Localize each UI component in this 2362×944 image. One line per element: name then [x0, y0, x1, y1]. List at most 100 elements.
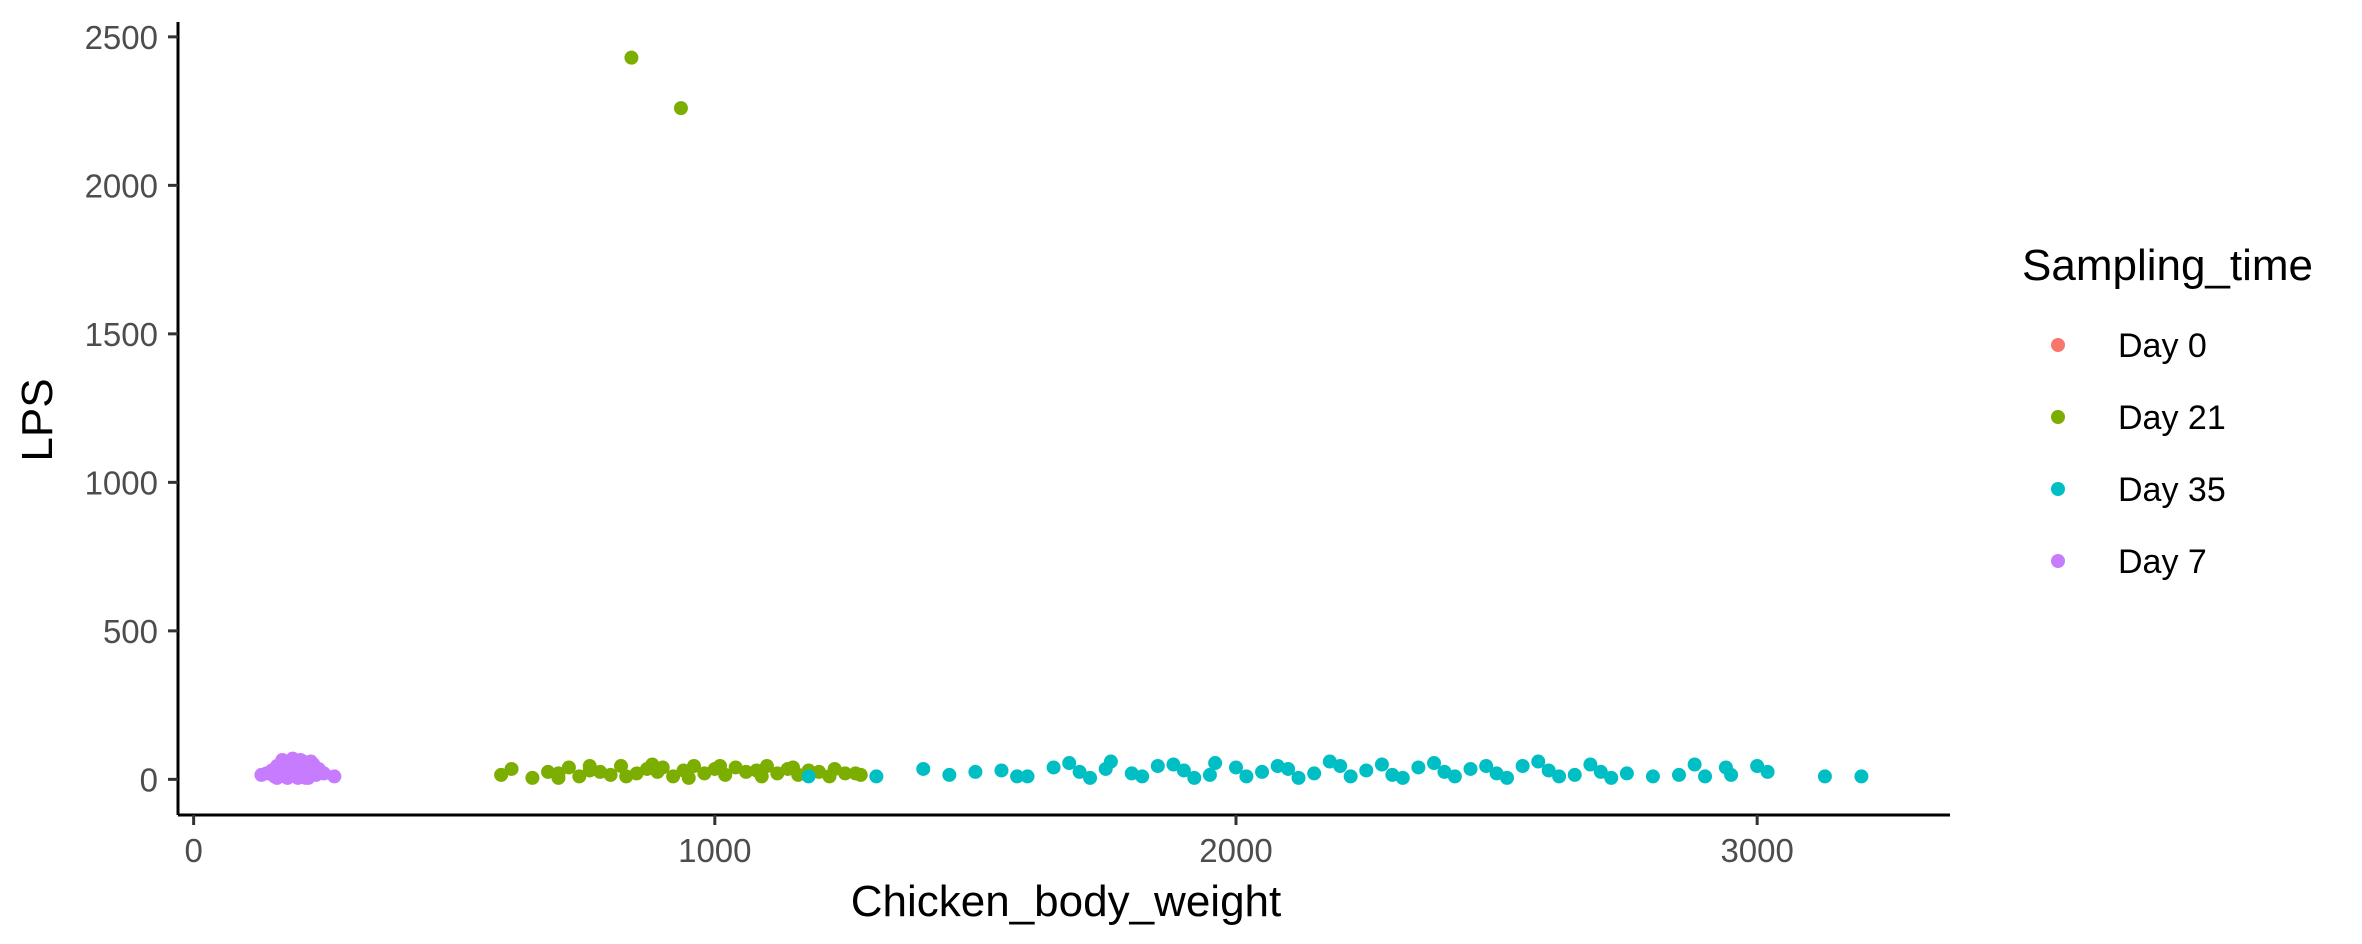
- point-day-35: [1374, 757, 1389, 772]
- legend-label-day-21: Day 21: [2118, 399, 2226, 437]
- point-day-21: [494, 767, 509, 782]
- point-day-35: [994, 763, 1009, 778]
- axes: [176, 22, 1950, 817]
- legend-label-day-0: Day 0: [2118, 327, 2207, 365]
- point-day-21: [582, 758, 597, 773]
- point-day-35: [1083, 770, 1098, 785]
- x-tick-label: 1000: [678, 832, 751, 869]
- point-day-21: [525, 770, 540, 785]
- x-ticks: 0 1000 2000 3000: [184, 815, 1794, 869]
- point-day-21: [848, 766, 863, 781]
- legend-items: Day 0 Day 21 Day 35 Day 7: [2051, 327, 2226, 581]
- point-day-35: [1593, 764, 1608, 779]
- point-day-35: [1208, 756, 1223, 771]
- legend-key-day-7: [2051, 554, 2065, 568]
- point-day-35: [942, 767, 957, 782]
- point-day-35: [1291, 770, 1306, 785]
- point-day-21: [686, 758, 701, 773]
- point-day-35: [1176, 763, 1191, 778]
- x-tick-label: 0: [184, 832, 202, 869]
- point-day-35: [1750, 758, 1765, 773]
- point-day-21: [614, 758, 628, 773]
- point-day-21: [624, 50, 639, 65]
- point-day-7: [277, 769, 292, 784]
- point-day-35: [1411, 760, 1426, 775]
- point-day-35: [1010, 769, 1025, 784]
- point-day-35: [1463, 761, 1478, 776]
- legend-key-day-21: [2051, 410, 2065, 424]
- point-day-35: [1228, 760, 1243, 775]
- y-tick-label: 500: [103, 613, 158, 650]
- point-day-35: [1645, 769, 1660, 784]
- point-day-21: [603, 767, 618, 782]
- point-day-7: [298, 770, 313, 785]
- y-tick-label: 1500: [85, 316, 158, 353]
- point-day-7: [303, 754, 318, 769]
- point-day-21: [785, 760, 800, 775]
- point-day-7: [327, 769, 342, 784]
- point-day-21: [827, 761, 842, 776]
- point-day-21: [754, 769, 769, 784]
- point-day-35: [1062, 756, 1077, 771]
- point-day-35: [1270, 758, 1285, 773]
- point-day-35: [1567, 767, 1582, 782]
- point-day-35: [1817, 769, 1832, 784]
- point-day-35: [1698, 769, 1713, 784]
- point-day-35: [1619, 766, 1634, 781]
- point-day-21: [681, 770, 696, 785]
- point-day-35: [1239, 769, 1254, 784]
- point-day-35: [1343, 769, 1358, 784]
- point-day-21: [551, 770, 566, 785]
- y-tick-label: 1000: [85, 464, 158, 501]
- point-day-35: [1583, 757, 1598, 772]
- point-day-35: [1500, 770, 1514, 785]
- legend-key-day-35: [2051, 482, 2065, 496]
- point-day-35: [1103, 754, 1118, 769]
- point-day-35: [1135, 769, 1150, 784]
- point-day-21: [673, 101, 688, 116]
- plot-points: [254, 50, 1869, 785]
- x-tick-label: 3000: [1720, 832, 1793, 869]
- point-day-35: [1854, 769, 1869, 784]
- y-ticks: 0 500 1000 1500 2000 2500: [85, 19, 178, 798]
- legend-label-day-7: Day 7: [2118, 543, 2207, 581]
- y-tick-label: 0: [140, 761, 158, 798]
- point-day-35: [1447, 769, 1462, 784]
- point-day-35: [869, 769, 884, 784]
- point-day-35: [1427, 756, 1442, 771]
- point-day-35: [1020, 769, 1035, 784]
- y-tick-label: 2000: [85, 167, 158, 204]
- point-day-35: [1515, 758, 1530, 773]
- point-day-21: [504, 761, 519, 776]
- point-day-21: [572, 769, 587, 784]
- point-day-35: [1046, 760, 1061, 775]
- point-day-35: [1687, 757, 1702, 772]
- point-day-35: [1541, 763, 1556, 778]
- point-day-21: [645, 757, 660, 772]
- point-day-35: [1760, 764, 1775, 779]
- point-day-35: [1322, 754, 1337, 769]
- y-tick-label: 2500: [85, 19, 158, 56]
- point-day-35: [1072, 764, 1087, 779]
- point-day-35: [1202, 767, 1217, 782]
- legend-title: Sampling_time: [2022, 241, 2313, 290]
- point-day-35: [1395, 770, 1410, 785]
- point-day-21: [759, 758, 774, 773]
- point-day-35: [1150, 758, 1165, 773]
- y-axis-title: LPS: [13, 378, 62, 461]
- point-day-35: [801, 769, 816, 784]
- point-day-35: [1604, 770, 1619, 785]
- point-day-21: [619, 769, 634, 784]
- point-day-35: [1718, 760, 1733, 775]
- point-day-21: [739, 764, 754, 779]
- point-day-21: [541, 764, 556, 779]
- point-day-35: [916, 761, 931, 776]
- legend: Sampling_time Day 0 Day 21 Day 35 Day 7: [2022, 241, 2313, 581]
- point-day-35: [1255, 764, 1270, 779]
- point-day-7: [283, 757, 298, 772]
- point-day-35: [1552, 769, 1567, 784]
- x-tick-label: 2000: [1199, 832, 1272, 869]
- point-day-35: [1166, 757, 1181, 772]
- point-day-35: [968, 764, 983, 779]
